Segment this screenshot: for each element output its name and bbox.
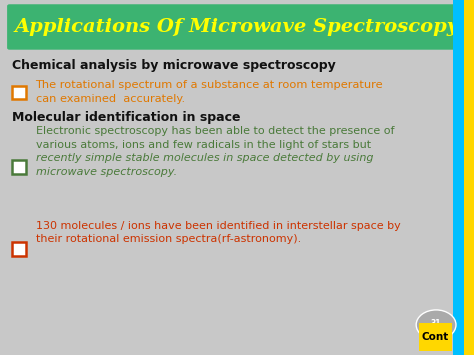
- Text: 130 molecules / ions have been identified in interstellar space by: 130 molecules / ions have been identifie…: [36, 221, 401, 231]
- FancyBboxPatch shape: [12, 86, 26, 99]
- Text: microwave spectroscopy.: microwave spectroscopy.: [36, 167, 177, 177]
- Text: recently simple stable molecules in space detected by using: recently simple stable molecules in spac…: [36, 153, 373, 163]
- Text: Chemical analysis by microwave spectroscopy: Chemical analysis by microwave spectrosc…: [12, 59, 336, 72]
- Bar: [453, 0, 464, 355]
- Bar: [419, 323, 452, 351]
- Text: The rotational spectrum of a substance at room temperature: The rotational spectrum of a substance a…: [36, 80, 383, 90]
- Text: Molecular identification in space: Molecular identification in space: [12, 111, 240, 124]
- Bar: [464, 0, 474, 355]
- Text: Applications Of Microwave Spectroscopy: Applications Of Microwave Spectroscopy: [15, 18, 459, 36]
- Text: can examined  accurately.: can examined accurately.: [36, 94, 185, 104]
- Text: their rotational emission spectra(rf-astronomy).: their rotational emission spectra(rf-ast…: [36, 234, 301, 244]
- FancyBboxPatch shape: [12, 160, 26, 174]
- Text: 31: 31: [431, 319, 441, 328]
- Circle shape: [416, 310, 456, 340]
- Text: Electronic spectroscopy has been able to detect the presence of: Electronic spectroscopy has been able to…: [36, 126, 394, 136]
- FancyBboxPatch shape: [12, 242, 26, 256]
- Text: various atoms, ions and few radicals in the light of stars but: various atoms, ions and few radicals in …: [36, 140, 371, 149]
- Text: Cont: Cont: [422, 332, 449, 342]
- FancyBboxPatch shape: [7, 4, 457, 50]
